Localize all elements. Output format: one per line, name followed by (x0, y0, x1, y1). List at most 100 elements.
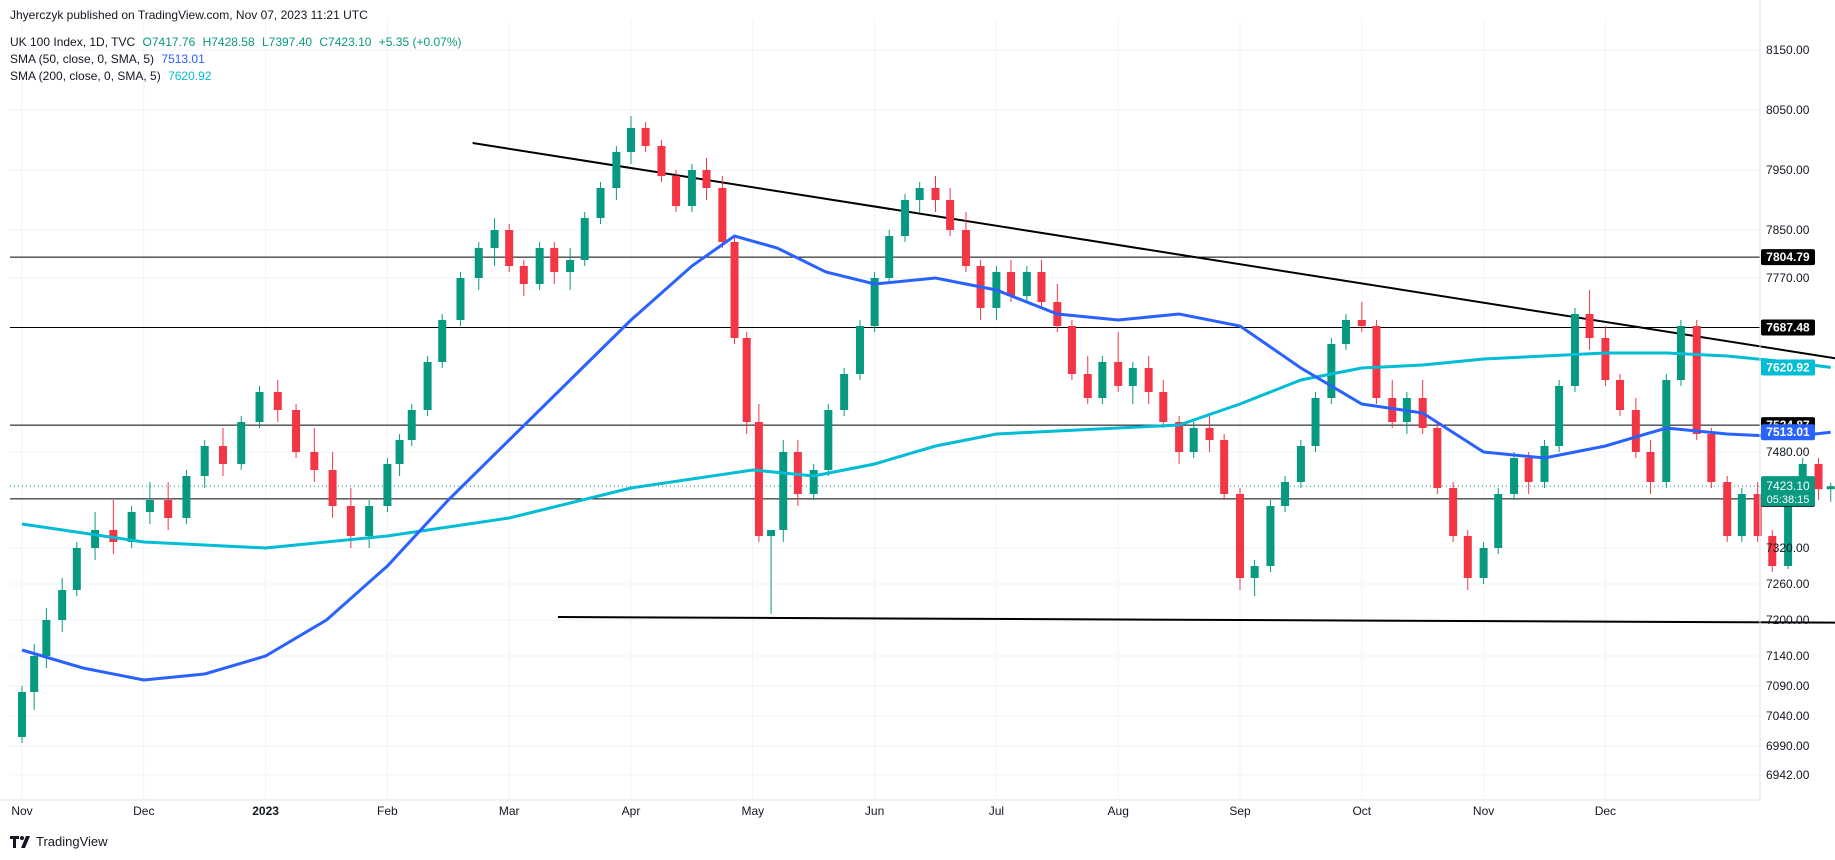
candle-body (456, 278, 465, 320)
y-tick-label: 7040.00 (1766, 709, 1810, 723)
candle-body (535, 248, 544, 284)
sma50-value: 7513.01 (161, 52, 205, 66)
candlestick-series (18, 116, 1835, 743)
candle-body (346, 506, 355, 536)
candle-body (1494, 494, 1503, 548)
candle-body (365, 506, 374, 536)
open-value: O7417.76 (142, 35, 196, 49)
candle-body (292, 410, 301, 452)
y-tick-label: 7200.00 (1766, 613, 1810, 627)
candle-body (1585, 314, 1594, 338)
candle-body (1646, 452, 1655, 482)
y-tick-label: 8050.00 (1766, 103, 1810, 117)
symbol-name[interactable]: UK 100 Index, 1D, TVC (10, 35, 136, 49)
sma200-legend[interactable]: SMA (200, close, 0, SMA, 5) 7620.92 (10, 69, 215, 83)
y-tick-label: 7260.00 (1766, 577, 1810, 591)
candle-body (1311, 398, 1320, 446)
candle-body (58, 590, 67, 620)
candle-body (702, 170, 711, 188)
y-tick-label: 6990.00 (1766, 739, 1810, 753)
candle-body (672, 176, 681, 206)
level-price-label: 7804.79 (1766, 250, 1810, 264)
candle-body (1236, 494, 1244, 578)
y-tick-label: 7090.00 (1766, 679, 1810, 693)
candle-body (1175, 422, 1184, 452)
x-tick-label: Jul (989, 804, 1004, 818)
chart-grid (10, 20, 1760, 800)
symbol-legend[interactable]: UK 100 Index, 1D, TVC O7417.76 H7428.58 … (10, 35, 466, 49)
x-tick-label: May (741, 804, 764, 818)
time-axis[interactable]: Nov Dec 2023 Feb Mar Apr May Jun Jul Aug Sep Oct Nov… (0, 799, 1760, 818)
candle-body (1327, 344, 1336, 398)
candle-body (1616, 380, 1625, 410)
candle-body (328, 470, 337, 506)
sma200-price-label: 7620.92 (1766, 360, 1810, 374)
candle-body (1510, 458, 1519, 494)
candle-body (1433, 428, 1442, 488)
candle-body (730, 242, 739, 338)
candle-body (824, 410, 833, 470)
candle-body (885, 236, 894, 278)
candle-body (395, 440, 404, 464)
candle-body (1723, 482, 1732, 536)
candle-body (218, 446, 227, 464)
candle-body (566, 260, 575, 272)
candle-body (809, 470, 818, 494)
price-labels: 7804.797687.487524.877401.877620.927513.… (1761, 249, 1815, 507)
candle-body (1784, 503, 1793, 566)
candle-body (1037, 272, 1046, 302)
sma50-legend[interactable]: SMA (50, close, 0, SMA, 5) 7513.01 (10, 52, 209, 66)
candle-body (1540, 446, 1549, 482)
candle-body (474, 248, 483, 278)
candle-body (1449, 488, 1458, 536)
candle-body (1281, 482, 1290, 506)
trendlines (472, 142, 1835, 624)
candle-body (870, 278, 879, 326)
close-value: C7423.10 (319, 35, 372, 49)
candle-body (1205, 428, 1214, 440)
candle-body (407, 410, 416, 440)
sma50-price-label-box (1761, 424, 1815, 441)
candle-body (1601, 338, 1610, 380)
candle-body (1341, 320, 1350, 344)
candle-body (310, 452, 319, 470)
candle-body (438, 320, 447, 362)
level-price-label-box (1761, 319, 1815, 336)
candle-body (961, 230, 970, 266)
y-tick-label: 7850.00 (1766, 223, 1810, 237)
level-price-label-box (1761, 249, 1815, 266)
sma200-label: SMA (200, close, 0, SMA, 5) (10, 69, 161, 83)
sma200-value: 7620.92 (168, 69, 212, 83)
candle-body (641, 128, 650, 146)
y-tick-label: 6942.00 (1766, 768, 1810, 782)
candle-body (182, 476, 191, 518)
trendline (472, 142, 1835, 360)
last-price-label: 7423.10 (1766, 479, 1810, 493)
candle-body (1524, 458, 1533, 482)
trendline (557, 616, 1835, 624)
candle-body (1631, 410, 1640, 452)
y-tick-label: 7770.00 (1766, 271, 1810, 285)
y-tick-label: 7480.00 (1766, 445, 1810, 459)
candle-body (30, 656, 39, 692)
y-tick-label: 8150.00 (1766, 43, 1810, 57)
sma50-line (21, 234, 1831, 682)
y-tick-label: 7140.00 (1766, 649, 1810, 663)
candle-body (687, 170, 696, 206)
sma50-label: SMA (50, close, 0, SMA, 5) (10, 52, 155, 66)
high-value: H7428.58 (202, 35, 255, 49)
candle-body (627, 128, 635, 152)
x-tick-label: Sep (1229, 804, 1251, 818)
price-axis[interactable]: 6942.00 6990.00 7040.00 7090.00 7140.00 7200.… (1759, 0, 1810, 800)
candle-body (1357, 320, 1366, 326)
candle-body (1266, 506, 1275, 566)
candle-body (1189, 428, 1198, 452)
candle-body (1114, 362, 1123, 386)
candle-body (1753, 494, 1762, 536)
tradingview-brand: TradingView (36, 834, 108, 849)
candle-body (383, 464, 392, 506)
tradingview-logo[interactable]: TradingView (10, 834, 108, 849)
candle-body (1296, 446, 1305, 482)
candle-body (915, 188, 924, 200)
